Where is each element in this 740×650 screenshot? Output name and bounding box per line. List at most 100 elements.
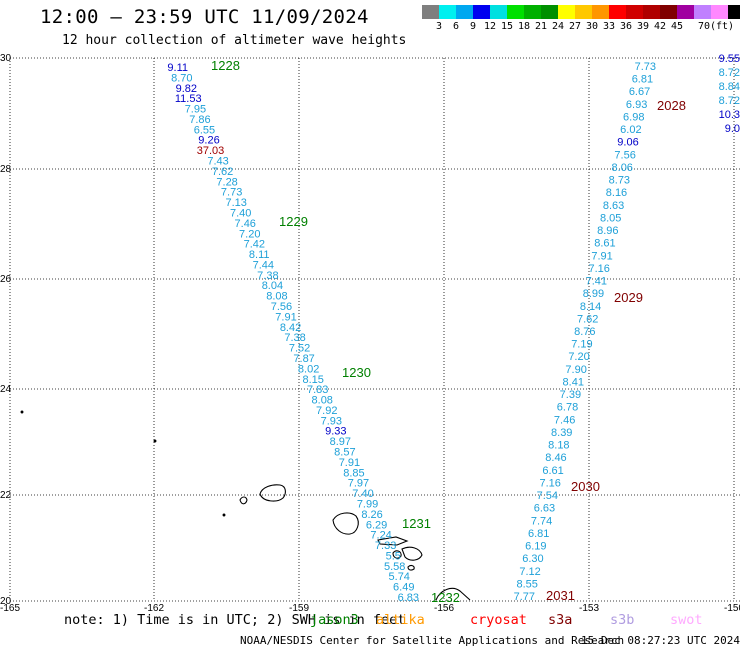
track2-value: 7.16 (540, 477, 561, 489)
track2-value: 8.76 (574, 326, 595, 338)
track2-time-label: 2030 (571, 479, 600, 494)
lon-label: -162 (144, 603, 164, 614)
track1-value: 7.87 (293, 353, 314, 365)
track2-value: 7.39 (560, 389, 581, 401)
colorbar-swatch (490, 5, 507, 19)
legend-jason3: jason3 (310, 612, 359, 628)
island-hawaii (435, 587, 471, 601)
track1-value: 8.42 (280, 322, 301, 334)
track1-value: 37.03 (197, 145, 225, 157)
track1-value: 8.15 (302, 374, 323, 386)
track1-value: 7.40 (352, 488, 373, 500)
legend-s3a: s3a (548, 612, 573, 628)
colorbar-swatch (660, 5, 677, 19)
track2-time-label: 2028 (657, 98, 686, 113)
track2-value: 7.62 (577, 313, 598, 325)
track2-value: 7.12 (519, 566, 540, 578)
islet-1 (20, 410, 24, 414)
track1-value: 5.74 (389, 571, 410, 583)
colorbar-tick-label: 6 (452, 21, 460, 32)
colorbar-tick-label: 21 (534, 21, 548, 32)
track2-value: 7.90 (565, 364, 586, 376)
track2-value: 6.81 (528, 528, 549, 540)
colorbar-tick-label: 42 (653, 21, 667, 32)
colorbar-swatch (711, 5, 728, 19)
track1-value: 9.26 (198, 135, 219, 147)
track2-value: 8.41 (563, 376, 584, 388)
track1-value: 7.95 (185, 104, 206, 116)
colorbar-swatch (507, 5, 524, 19)
track2-value: 7.77 (514, 591, 535, 603)
track1-value: 7.33 (375, 540, 396, 552)
track3-value: 8.72 (719, 67, 740, 79)
colorbar-swatch (473, 5, 490, 19)
footer-note: note: 1) Time is in UTC; 2) SWH is in fe… (64, 612, 406, 628)
colorbar-swatch (677, 5, 694, 19)
track2-value: 6.67 (629, 86, 650, 98)
track3-value: 8.84 (719, 81, 740, 93)
track1-value: 6.83 (398, 592, 419, 604)
track2-value: 7.41 (586, 276, 607, 288)
colorbar-swatch (694, 5, 711, 19)
track1-value: 8.70 (171, 72, 192, 84)
colorbar-tick-label: 9 (469, 21, 477, 32)
track1-value: 5.5 (386, 550, 401, 562)
hawaii-islands (20, 410, 471, 601)
track2-value: 6.98 (623, 111, 644, 123)
track2-value: 7.91 (591, 250, 612, 262)
colorbar-tick-label: 24 (551, 21, 565, 32)
track2-value: 7.74 (531, 515, 552, 527)
colorbar-swatch (524, 5, 541, 19)
track2-value: 8.61 (594, 238, 615, 250)
track1-value: 7.97 (348, 478, 369, 490)
lon-label: -153 (579, 603, 599, 614)
track2-value: 8.39 (551, 427, 572, 439)
track1-value: 8.08 (266, 291, 287, 303)
track2-value: 7.16 (588, 263, 609, 275)
lon-label: -165 (0, 603, 20, 614)
track1-time-label: 1232 (431, 590, 460, 605)
track1-value: 8.57 (334, 447, 355, 459)
track2-value: 6.02 (620, 124, 641, 136)
colorbar-swatch (728, 5, 740, 19)
colorbar-swatch (626, 5, 643, 19)
colorbar-tick-label: 45 (670, 21, 684, 32)
track1-value: 7.91 (339, 457, 360, 469)
track2-time-label: 2029 (614, 290, 643, 305)
colorbar-swatch (609, 5, 626, 19)
track3-value: 9.0 (725, 123, 740, 135)
track1-value: 7.99 (357, 498, 378, 510)
map-subtitle: 12 hour collection of altimeter wave hei… (62, 33, 407, 48)
track2-value: 7.54 (537, 490, 558, 502)
track2-value: 8.73 (609, 175, 630, 187)
colorbar-tick-label: 36 (619, 21, 633, 32)
track2-value: 8.63 (603, 200, 624, 212)
track1-value: 7.52 (289, 343, 310, 355)
track1-value: 7.42 (244, 239, 265, 251)
track1-value: 7.46 (235, 218, 256, 230)
colorbar-swatch (575, 5, 592, 19)
track1-value: 5.58 (384, 561, 405, 573)
colorbar-swatch (643, 5, 660, 19)
track1-time-label: 1230 (342, 365, 371, 380)
track1-value: 9.11 (167, 62, 188, 74)
island-oahu (332, 512, 359, 535)
island-niihau (239, 496, 248, 505)
colorbar-tick-label: 18 (517, 21, 531, 32)
lat-label: 24 (0, 384, 12, 395)
credit-text: NOAA/NESDIS Center for Satellite Applica… (240, 634, 625, 647)
colorbar-swatch (592, 5, 609, 19)
track2-value: 8.55 (516, 578, 537, 590)
lat-label: 22 (0, 490, 12, 501)
colorbar-swatch (439, 5, 456, 19)
wave-height-colorbar (422, 5, 740, 19)
track2-value: 7.19 (571, 339, 592, 351)
axis-labels: 30 28 26 24 22 20-165 -162 -159 -156 -153 -150 (0, 53, 740, 614)
track1-value: 7.20 (239, 228, 260, 240)
track1-value: 11.53 (175, 93, 202, 105)
lon-label: -156 (434, 603, 454, 614)
track3-value: 9.55 (719, 53, 740, 65)
track2-value: 8.05 (600, 212, 621, 224)
track3-value: 10.3 (719, 109, 740, 121)
track1-value: 8.02 (298, 363, 319, 375)
